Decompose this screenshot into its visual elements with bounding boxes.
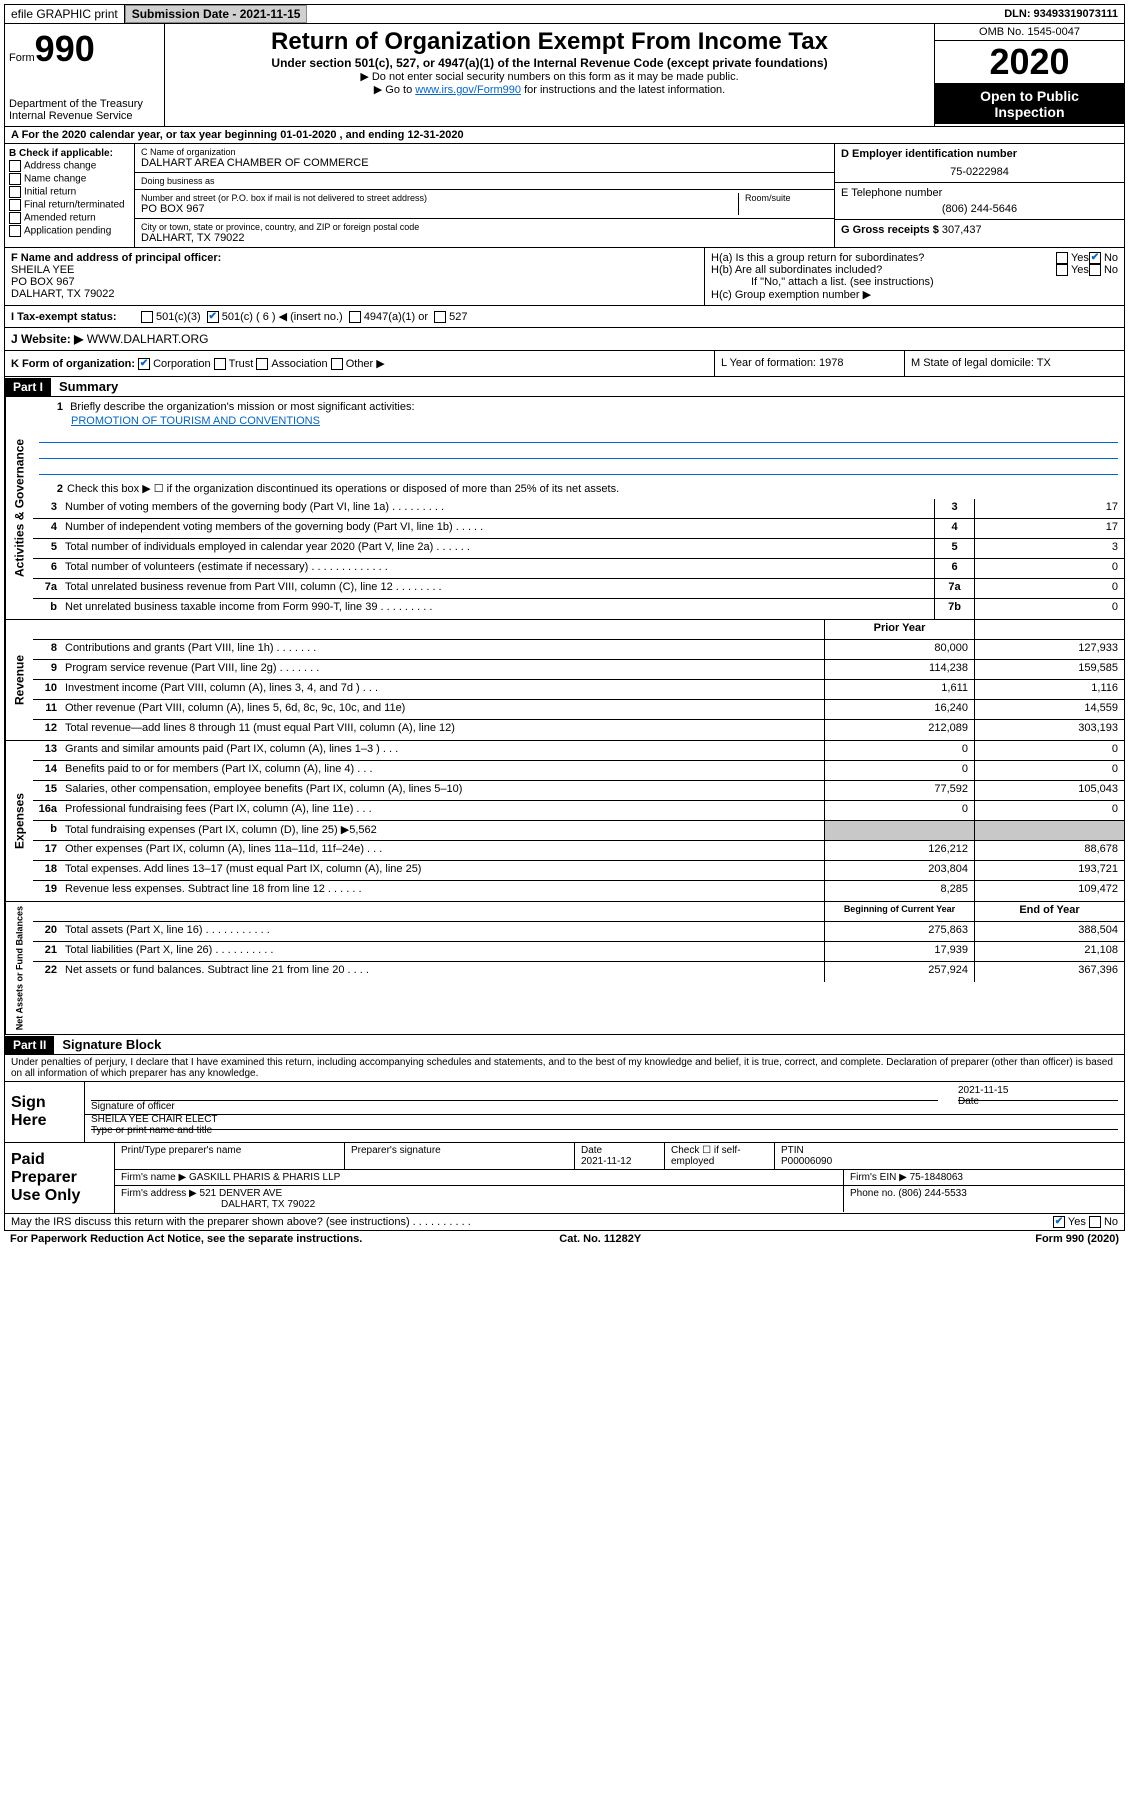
officer-name: SHEILA YEE xyxy=(11,264,698,276)
cb-trust[interactable] xyxy=(214,358,226,370)
tax-year: 2020 xyxy=(935,41,1124,84)
website-value: WWW.DALHART.ORG xyxy=(87,332,209,346)
form-footer: Form 990 (2020) xyxy=(1035,1233,1119,1245)
cb-discuss-no[interactable] xyxy=(1089,1216,1101,1228)
dept-line2: Internal Revenue Service xyxy=(9,110,160,122)
firm-name: GASKILL PHARIS & PHARIS LLP xyxy=(189,1172,340,1183)
form-subtitle: Under section 501(c), 527, or 4947(a)(1)… xyxy=(173,56,926,70)
part2-header: Part II xyxy=(5,1036,54,1054)
cb-discuss-yes[interactable] xyxy=(1053,1216,1065,1228)
form-label: Form xyxy=(9,52,35,64)
line6-value: 0 xyxy=(974,559,1124,578)
vlabel-revenue: Revenue xyxy=(5,620,33,740)
declaration-text: Under penalties of perjury, I declare th… xyxy=(4,1055,1125,1082)
cb-corporation[interactable] xyxy=(138,358,150,370)
cb-527[interactable] xyxy=(434,311,446,323)
org-name: DALHART AREA CHAMBER OF COMMERCE xyxy=(141,157,828,169)
firm-phone: (806) 244-5533 xyxy=(898,1188,966,1199)
year-formation: L Year of formation: 1978 xyxy=(714,351,904,376)
cb-association[interactable] xyxy=(256,358,268,370)
efile-label: efile GRAPHIC print xyxy=(5,5,125,23)
line7a-value: 0 xyxy=(974,579,1124,598)
ptin-value: P00006090 xyxy=(781,1156,1118,1167)
line8-curr: 127,933 xyxy=(974,640,1124,659)
pra-notice: For Paperwork Reduction Act Notice, see … xyxy=(10,1233,362,1245)
submission-date-button[interactable]: Submission Date - 2021-11-15 xyxy=(125,5,308,23)
line3-value: 17 xyxy=(974,499,1124,518)
cat-no: Cat. No. 11282Y xyxy=(559,1233,641,1245)
note-ssn: ▶ Do not enter social security numbers o… xyxy=(173,70,926,83)
firm-addr2: DALHART, TX 79022 xyxy=(121,1199,837,1210)
ein-value: 75-0222984 xyxy=(841,166,1118,178)
street-address: PO BOX 967 xyxy=(141,203,738,215)
irs-link[interactable]: www.irs.gov/Form990 xyxy=(415,84,521,96)
gross-receipts: 307,437 xyxy=(942,224,982,236)
line9-curr: 159,585 xyxy=(974,660,1124,679)
vlabel-netassets: Net Assets or Fund Balances xyxy=(5,902,33,1034)
line10-curr: 1,116 xyxy=(974,680,1124,699)
cb-name-change[interactable] xyxy=(9,173,21,185)
city-state-zip: DALHART, TX 79022 xyxy=(141,232,828,244)
prep-date: 2021-11-12 xyxy=(581,1156,658,1167)
cb-501c3[interactable] xyxy=(141,311,153,323)
cb-ha-no[interactable] xyxy=(1089,252,1101,264)
sign-date: 2021-11-15 xyxy=(958,1085,1118,1096)
cb-hb-yes[interactable] xyxy=(1056,264,1068,276)
cb-other[interactable] xyxy=(331,358,343,370)
line7b-value: 0 xyxy=(974,599,1124,619)
state-domicile: M State of legal domicile: TX xyxy=(904,351,1124,376)
row-a-taxyear: A For the 2020 calendar year, or tax yea… xyxy=(4,127,1125,144)
cb-address-change[interactable] xyxy=(9,160,21,172)
form-number: 990 xyxy=(35,28,95,69)
officer-addr1: PO BOX 967 xyxy=(11,276,698,288)
cb-final-return[interactable] xyxy=(9,199,21,211)
cb-application-pending[interactable] xyxy=(9,225,21,237)
top-bar: efile GRAPHIC print Submission Date - 20… xyxy=(4,4,1125,24)
firm-addr1: 521 DENVER AVE xyxy=(200,1188,283,1199)
dept-line1: Department of the Treasury xyxy=(9,98,160,110)
inspect-line2: Inspection xyxy=(939,104,1120,120)
paid-preparer-label: Paid Preparer Use Only xyxy=(5,1143,115,1213)
vlabel-governance: Activities & Governance xyxy=(5,397,33,619)
note-link: ▶ Go to www.irs.gov/Form990 for instruct… xyxy=(173,83,926,96)
cb-4947[interactable] xyxy=(349,311,361,323)
line12-curr: 303,193 xyxy=(974,720,1124,740)
dln-label: DLN: 93493319073111 xyxy=(998,6,1124,22)
part1-header: Part I xyxy=(5,378,51,396)
form-header: Form990 Department of the Treasury Inter… xyxy=(4,24,1125,127)
inspect-line1: Open to Public xyxy=(939,88,1120,104)
telephone-value: (806) 244-5646 xyxy=(841,203,1118,215)
cb-ha-yes[interactable] xyxy=(1056,252,1068,264)
mission-text: PROMOTION OF TOURISM AND CONVENTIONS xyxy=(71,415,320,427)
officer-sign-name: SHEILA YEE CHAIR ELECT xyxy=(91,1114,1118,1125)
omb-number: OMB No. 1545-0047 xyxy=(935,24,1124,41)
firm-ein: 75-1848063 xyxy=(910,1172,963,1183)
cb-amended-return[interactable] xyxy=(9,212,21,224)
sign-here-label: Sign Here xyxy=(5,1082,85,1142)
line4-value: 17 xyxy=(974,519,1124,538)
section-b-checkboxes: B Check if applicable: Address change Na… xyxy=(5,144,135,247)
officer-addr2: DALHART, TX 79022 xyxy=(11,288,698,300)
cb-501c[interactable] xyxy=(207,311,219,323)
cb-hb-no[interactable] xyxy=(1089,264,1101,276)
vlabel-expenses: Expenses xyxy=(5,741,33,901)
form-title: Return of Organization Exempt From Incom… xyxy=(173,28,926,56)
line11-curr: 14,559 xyxy=(974,700,1124,719)
line5-value: 3 xyxy=(974,539,1124,558)
cb-initial-return[interactable] xyxy=(9,186,21,198)
